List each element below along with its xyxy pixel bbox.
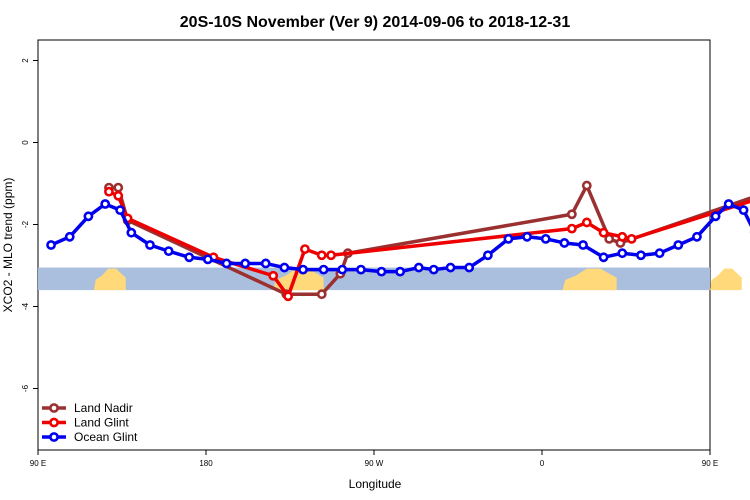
data-point: [376, 266, 387, 277]
data-point: [464, 262, 475, 273]
data-point: [104, 186, 114, 197]
data-point: [316, 250, 327, 261]
land-patch: [94, 268, 126, 291]
data-point: [581, 217, 592, 228]
series-line: [108, 183, 750, 296]
data-point: [184, 252, 195, 263]
legend-marker: [49, 417, 59, 428]
data-point: [692, 231, 702, 242]
x-tick-label: 90 E: [702, 459, 718, 468]
data-point: [445, 262, 456, 273]
series-land-glint: [104, 186, 750, 302]
data-point: [316, 289, 327, 300]
data-point: [566, 223, 577, 234]
data-point: [221, 258, 232, 269]
data-point: [298, 264, 308, 275]
data-point: [318, 264, 329, 275]
data-point: [710, 211, 721, 222]
data-point: [326, 250, 336, 261]
data-point: [113, 182, 124, 193]
y-tick-label: -2: [21, 220, 30, 228]
data-point: [626, 233, 637, 244]
data-point: [145, 240, 155, 250]
data-point: [83, 211, 94, 222]
x-tick-label: 0: [540, 459, 545, 468]
legend-label: Land Nadir: [74, 401, 133, 415]
data-point: [617, 248, 628, 259]
data-point: [522, 231, 532, 242]
data-point: [738, 205, 749, 216]
data-point: [163, 246, 174, 257]
data-point: [300, 244, 310, 254]
x-tick-label: 180: [199, 459, 213, 468]
data-point: [268, 270, 279, 281]
series-ocean-glint: [46, 199, 750, 277]
data-point: [636, 250, 646, 261]
land-patch: [562, 268, 617, 291]
legend-marker: [49, 432, 59, 442]
series-layer: [46, 180, 750, 302]
x-tick-label: 90 W: [365, 459, 384, 468]
data-point: [260, 258, 271, 269]
data-point: [598, 227, 609, 238]
data-point: [566, 209, 577, 220]
data-point: [617, 231, 628, 242]
data-point: [581, 180, 592, 191]
data-point: [598, 252, 609, 263]
data-point: [279, 262, 290, 273]
x-tick-label: 90 E: [30, 459, 46, 468]
y-tick-label: -4: [21, 302, 30, 310]
data-point: [46, 240, 56, 250]
data-point: [115, 205, 126, 216]
data-point: [356, 264, 366, 275]
data-point: [540, 233, 551, 244]
data-point: [578, 240, 588, 250]
data-point: [673, 240, 684, 250]
data-point: [503, 233, 514, 244]
surface-band: [38, 267, 742, 291]
ocean-band: [38, 267, 710, 291]
y-tick-label: -6: [21, 384, 30, 392]
legend-marker: [49, 403, 59, 413]
data-point: [202, 254, 213, 265]
legend-label: Ocean Glint: [74, 430, 138, 444]
y-tick-label: 0: [21, 140, 30, 145]
data-point: [240, 258, 251, 269]
plot-frame: [37, 39, 711, 451]
data-point: [413, 262, 424, 273]
y-tick-label: 2: [21, 58, 30, 63]
data-point: [126, 227, 137, 238]
land-patch: [273, 268, 324, 291]
x-axis-label: Longitude: [349, 477, 402, 491]
data-point: [283, 291, 294, 302]
legend-label: Land Glint: [74, 416, 129, 430]
series-line: [50, 202, 750, 274]
data-point: [64, 231, 75, 242]
data-point: [395, 266, 406, 277]
data-point: [654, 248, 665, 259]
land-patch: [710, 268, 742, 291]
data-point: [559, 238, 570, 248]
data-point: [428, 264, 439, 275]
data-point: [337, 264, 348, 275]
data-point: [723, 199, 734, 209]
data-point: [100, 199, 111, 209]
chart-title: 20S-10S November (Ver 9) 2014-09-06 to 2…: [180, 14, 571, 31]
data-point: [113, 190, 124, 201]
data-point: [482, 250, 493, 261]
y-axis-label: XCO2 - MLO trend (ppm): [1, 178, 15, 313]
